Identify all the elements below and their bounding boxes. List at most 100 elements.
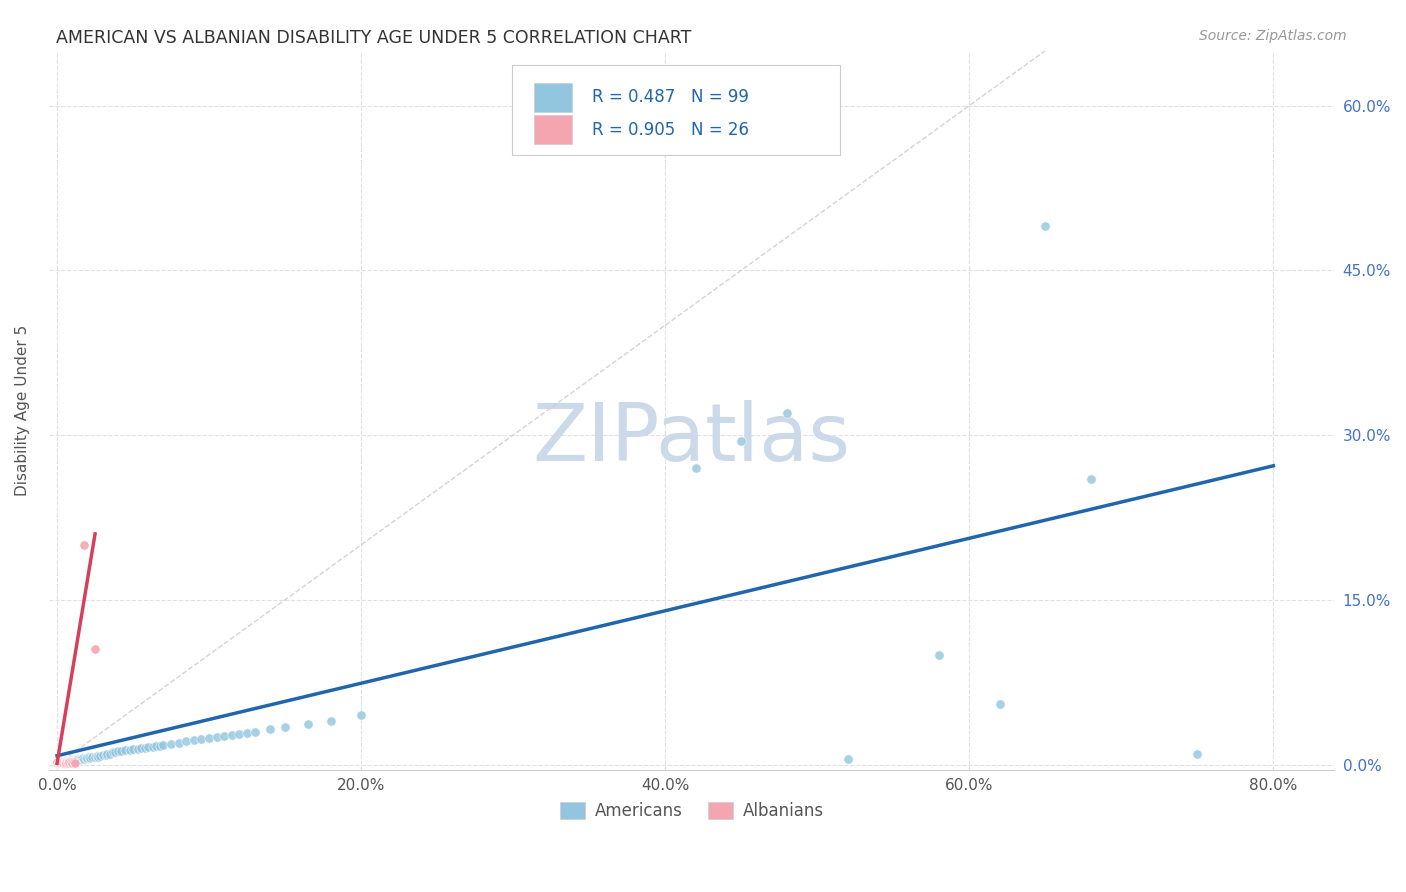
Point xyxy=(51,756,73,771)
Point xyxy=(46,756,69,771)
Point xyxy=(103,746,125,760)
Point xyxy=(80,749,103,764)
Point xyxy=(73,752,96,766)
Point xyxy=(167,735,190,749)
Point xyxy=(51,756,73,770)
Point xyxy=(56,754,79,768)
Point xyxy=(136,739,159,754)
Point xyxy=(104,746,127,760)
Point xyxy=(77,749,100,764)
Point xyxy=(86,748,108,763)
Text: R = 0.905   N = 26: R = 0.905 N = 26 xyxy=(592,120,748,139)
Point xyxy=(70,752,93,766)
Point xyxy=(174,734,197,748)
Point xyxy=(51,756,73,770)
Point xyxy=(53,756,76,770)
Point xyxy=(55,756,77,771)
Point xyxy=(52,754,75,768)
Point xyxy=(776,406,799,420)
Point xyxy=(1080,472,1102,486)
Point xyxy=(48,756,70,771)
Point xyxy=(89,748,111,763)
Point xyxy=(53,756,76,771)
Point xyxy=(51,756,73,771)
Point xyxy=(65,756,87,771)
Point xyxy=(837,752,859,766)
Point xyxy=(59,756,82,770)
Point xyxy=(65,754,87,768)
Point xyxy=(53,756,76,770)
Point xyxy=(48,756,70,771)
Point xyxy=(52,756,75,771)
Point xyxy=(66,752,89,766)
Point xyxy=(118,743,141,757)
Point xyxy=(51,754,73,768)
Point xyxy=(319,714,342,728)
Point xyxy=(62,756,84,770)
Point xyxy=(96,747,118,761)
Point xyxy=(145,739,167,753)
Point xyxy=(142,739,165,754)
Point xyxy=(58,756,80,770)
Point xyxy=(58,754,80,768)
Point xyxy=(62,753,84,767)
Point xyxy=(91,747,114,762)
Point xyxy=(56,756,79,771)
Point xyxy=(221,728,243,742)
Point xyxy=(69,752,91,766)
Point xyxy=(48,756,70,770)
Point xyxy=(49,756,72,771)
Point xyxy=(52,756,75,770)
Point xyxy=(51,756,73,770)
Point xyxy=(48,756,70,770)
Text: ZIPatlas: ZIPatlas xyxy=(533,401,851,478)
Point xyxy=(56,756,79,770)
Point xyxy=(75,751,97,765)
Point xyxy=(84,642,107,657)
Point xyxy=(56,756,79,770)
Point xyxy=(48,756,70,770)
Point xyxy=(53,754,76,768)
Point xyxy=(55,756,77,770)
Point xyxy=(49,756,72,770)
Point xyxy=(297,717,319,731)
Point xyxy=(60,756,83,771)
Point xyxy=(58,754,80,768)
Point xyxy=(114,743,136,757)
Text: R = 0.487   N = 99: R = 0.487 N = 99 xyxy=(592,88,748,106)
Text: AMERICAN VS ALBANIAN DISABILITY AGE UNDER 5 CORRELATION CHART: AMERICAN VS ALBANIAN DISABILITY AGE UNDE… xyxy=(56,29,692,46)
Text: Source: ZipAtlas.com: Source: ZipAtlas.com xyxy=(1199,29,1347,43)
Y-axis label: Disability Age Under 5: Disability Age Under 5 xyxy=(15,325,30,496)
Point xyxy=(46,756,69,771)
Point xyxy=(205,730,228,744)
Point xyxy=(49,756,72,771)
Point xyxy=(152,738,174,752)
Legend: Americans, Albanians: Americans, Albanians xyxy=(553,795,831,826)
Point xyxy=(49,756,72,770)
Point xyxy=(183,733,205,747)
Point xyxy=(149,739,172,753)
Point xyxy=(72,751,94,765)
Point xyxy=(48,756,70,771)
FancyBboxPatch shape xyxy=(534,115,572,145)
Point xyxy=(73,538,96,552)
Point xyxy=(49,756,72,771)
Point xyxy=(160,737,183,751)
Point xyxy=(59,756,82,770)
Point xyxy=(65,753,87,767)
Point xyxy=(62,754,84,768)
Point xyxy=(214,729,236,743)
Point xyxy=(67,753,90,767)
Point xyxy=(60,753,83,767)
Point xyxy=(55,754,77,768)
Point xyxy=(190,732,212,747)
Point xyxy=(76,751,98,765)
Point xyxy=(60,754,83,768)
Point xyxy=(52,756,75,771)
Point xyxy=(127,742,149,756)
Point xyxy=(236,725,259,739)
Point xyxy=(53,756,76,771)
Point xyxy=(259,723,281,737)
Point xyxy=(350,708,373,723)
Point xyxy=(730,434,752,448)
